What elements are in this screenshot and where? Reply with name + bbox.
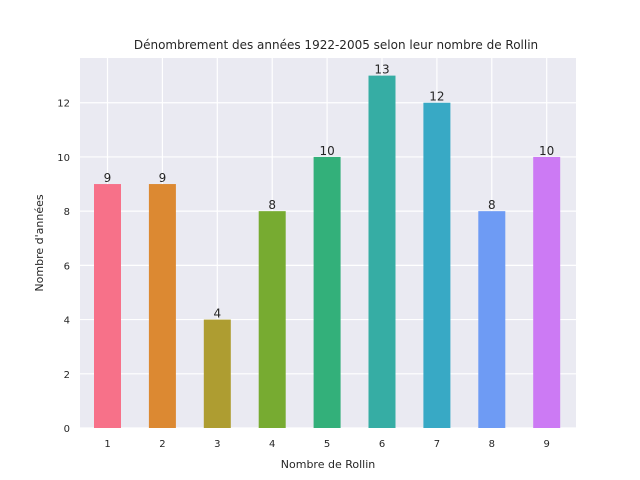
x-tick-label: 7 (434, 439, 440, 450)
x-tick-label: 8 (489, 439, 495, 450)
y-tick-label: 6 (64, 261, 70, 272)
y-tick-label: 4 (64, 316, 70, 327)
bar-value-labels: 9 9 4 8 10 13 12 8 10 (104, 63, 555, 321)
bar-value-label: 13 (374, 63, 389, 77)
bar (423, 102, 451, 428)
bar (313, 156, 341, 428)
bars (94, 75, 561, 428)
bar-value-label: 10 (539, 144, 554, 158)
x-tick-label: 4 (269, 439, 275, 450)
y-tick-label: 0 (64, 424, 70, 435)
bar (533, 156, 561, 428)
x-tick-label: 5 (324, 439, 330, 450)
bar-value-label: 9 (159, 171, 167, 185)
x-tick-label: 1 (104, 439, 110, 450)
x-axis-label: Nombre de Rollin (281, 458, 375, 471)
bar (94, 184, 121, 428)
x-tick-label: 3 (214, 439, 220, 450)
y-tick-label: 10 (57, 153, 70, 164)
chart-title: Dénombrement des années 1922-2005 selon … (134, 38, 538, 52)
bar-value-label: 9 (104, 171, 112, 185)
bar (203, 319, 231, 428)
bar-value-label: 8 (268, 198, 276, 212)
y-tick-labels: 0 2 4 6 8 10 12 (57, 99, 70, 435)
y-tick-label: 12 (57, 99, 70, 110)
bar (478, 211, 506, 428)
bar-value-label: 8 (488, 198, 496, 212)
x-tick-label: 9 (544, 439, 550, 450)
x-tick-label: 2 (159, 439, 165, 450)
y-tick-label: 2 (64, 370, 70, 381)
bar-value-label: 4 (213, 307, 221, 321)
x-tick-labels: 1 2 3 4 5 6 7 8 9 (104, 439, 550, 450)
bar (148, 184, 176, 428)
bar (258, 211, 286, 428)
bar-value-label: 12 (429, 90, 444, 104)
x-tick-label: 6 (379, 439, 385, 450)
bar (368, 75, 396, 428)
y-tick-label: 8 (64, 207, 70, 218)
bar-value-label: 10 (319, 144, 334, 158)
y-axis-label: Nombre d'années (33, 194, 46, 291)
